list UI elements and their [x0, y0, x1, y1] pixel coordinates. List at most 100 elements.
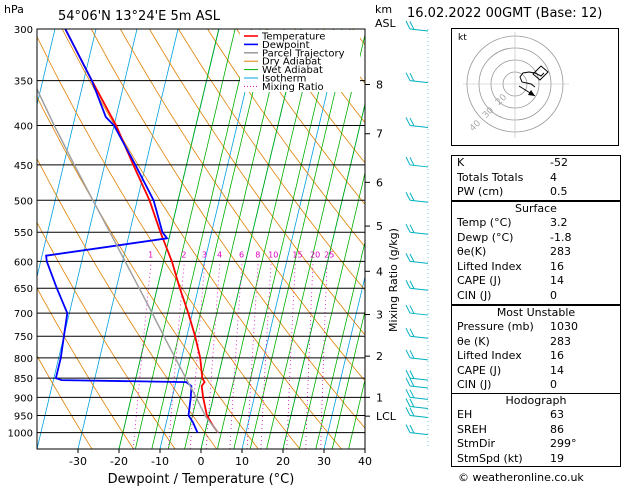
wind-barb [409, 164, 429, 168]
wind-barb-flag [405, 377, 411, 387]
wind-barb-flag [409, 424, 415, 434]
hodo-row-label: EH [457, 408, 473, 421]
wind-barb-flag [409, 389, 415, 399]
dry-adiabat-line [37, 354, 93, 449]
height-tick-label: 8 [376, 78, 383, 91]
mixing-ratio-line [229, 261, 243, 449]
x-axis-label: Dewpoint / Temperature (°C) [108, 472, 295, 486]
temperature-tick-label: -30 [69, 455, 87, 468]
wind-barb-flag [405, 72, 411, 81]
hpa-label: hPa [4, 3, 24, 16]
pressure-tick-label: 800 [14, 354, 33, 365]
pw-label: PW (cm) [457, 185, 504, 199]
temperature-tick-label: 40 [358, 455, 372, 468]
wind-barb [409, 396, 429, 400]
asl-label: ASL [375, 17, 397, 30]
pressure-tick-label: 950 [14, 411, 33, 422]
dry-adiabat-line [90, 29, 365, 429]
wet-adiabat-line [282, 102, 365, 449]
mixing-ratio-tick-label: 20 [310, 250, 320, 259]
dry-adiabat-line [37, 287, 134, 449]
pw-value: 0.5 [550, 185, 568, 199]
wet-adiabat-line [249, 29, 351, 449]
wind-barb-flag [405, 369, 411, 379]
height-tick-label: 6 [376, 176, 383, 189]
location-title: 54°06'N 13°24'E 5m ASL [58, 9, 221, 24]
pressure-tick-label: 900 [14, 393, 33, 404]
mixing-ratio-tick-label: 8 [255, 250, 260, 259]
pressure-tick-label: 700 [14, 309, 33, 320]
pressure-tick-label: 500 [14, 196, 33, 207]
storm-motion-arrow-icon [528, 90, 535, 96]
wind-barb-flag [409, 407, 415, 417]
mu-row-value: 1030 [550, 320, 578, 333]
wind-barb [409, 124, 429, 128]
mu-row-label: CAPE (J) [457, 363, 502, 377]
hodograph-table: Hodograph EH 63 SREH 86 StmDir 299° StmSpd … [451, 393, 621, 468]
wind-barb-flag [405, 349, 411, 359]
temperature-tick-label: 10 [235, 455, 249, 468]
surface-row-label: CIN (J) [457, 288, 492, 302]
wind-barb [409, 432, 429, 436]
pressure-tick-label: 300 [14, 25, 33, 36]
mixing-ratio-tick-label: 4 [217, 250, 222, 259]
wind-barb-flag [405, 398, 411, 407]
height-tick-label: 4 [376, 265, 383, 278]
surface-row-value: -1.8 [550, 230, 572, 244]
wind-barb-flag [405, 407, 411, 416]
surface-row-label: θe(K) [457, 245, 487, 259]
wind-barb-flag [409, 305, 415, 314]
wind-barb-flag [405, 156, 411, 166]
height-tick-label: LCL [376, 410, 397, 423]
hodograph-table-title: Hodograph [505, 394, 567, 407]
isotherm-line [0, 29, 14, 449]
mixing-ratio-axis-label: Mixing Ratio (g/kg) [387, 228, 400, 332]
wind-barbs [405, 20, 429, 449]
hodo-row-label: StmDir [457, 437, 496, 451]
mu-row-value: 283 [550, 334, 571, 348]
mixing-ratio-line [320, 261, 328, 449]
wind-barb-flag [409, 253, 415, 263]
indices-table: K -52 Totals Totals 4 PW (cm) 0.5 [451, 155, 621, 201]
wind-barb [409, 80, 429, 84]
most-unstable-table: Most Unstable Pressure (mb) 1030 θe (K) 28… [451, 305, 621, 394]
wet-adiabat-line [348, 378, 365, 449]
wind-barb-flag [409, 117, 415, 127]
wind-barb [409, 414, 429, 418]
height-tick-label: 1 [376, 391, 383, 404]
parcel-trajectory-profile [37, 87, 219, 434]
mu-row-label: θe (K) [457, 334, 490, 348]
mixing-ratio-tick-label: 25 [324, 250, 334, 259]
surface-row-value: 14 [550, 274, 564, 288]
hodograph: kt 40 30 20 [451, 28, 619, 146]
dry-adiabat-line [236, 29, 365, 205]
wind-barb-flag [405, 223, 411, 233]
wind-barb [409, 357, 429, 361]
wet-adiabat-line [135, 29, 236, 449]
wind-barb [409, 231, 429, 235]
temperature-tick-label: 0 [198, 455, 205, 468]
surface-table: Surface Temp (°C) 3.2 Dewp (°C) -1.8 θe(K)… [451, 201, 621, 305]
legend-background [240, 30, 360, 92]
pressure-tick-label: 350 [14, 77, 33, 88]
surface-title: Surface [515, 202, 557, 215]
height-tick-label: 5 [376, 220, 383, 233]
surface-row-value: 3.2 [550, 216, 568, 229]
dry-adiabat-line [149, 29, 365, 336]
wet-adiabat-line [151, 29, 252, 449]
wind-barb-flag [409, 398, 415, 408]
mixing-ratio-line [132, 261, 152, 449]
wind-barb [409, 335, 429, 339]
mixing-ratio-tick-label: 3 [202, 250, 207, 259]
pressure-tick-label: 600 [14, 257, 33, 268]
wet-adiabat-line [331, 309, 365, 449]
height-tick-label: 7 [376, 128, 383, 141]
surface-row-label: Temp (°C) [457, 216, 512, 229]
temperature-profile [64, 29, 219, 434]
date-title: 16.02.2022 00GMT (Base: 12) [407, 6, 603, 21]
temperature-tick-label: 20 [276, 455, 290, 468]
hodo-arrow-icon [532, 65, 549, 81]
wind-barb [409, 385, 429, 389]
wet-adiabat-line [167, 29, 269, 449]
